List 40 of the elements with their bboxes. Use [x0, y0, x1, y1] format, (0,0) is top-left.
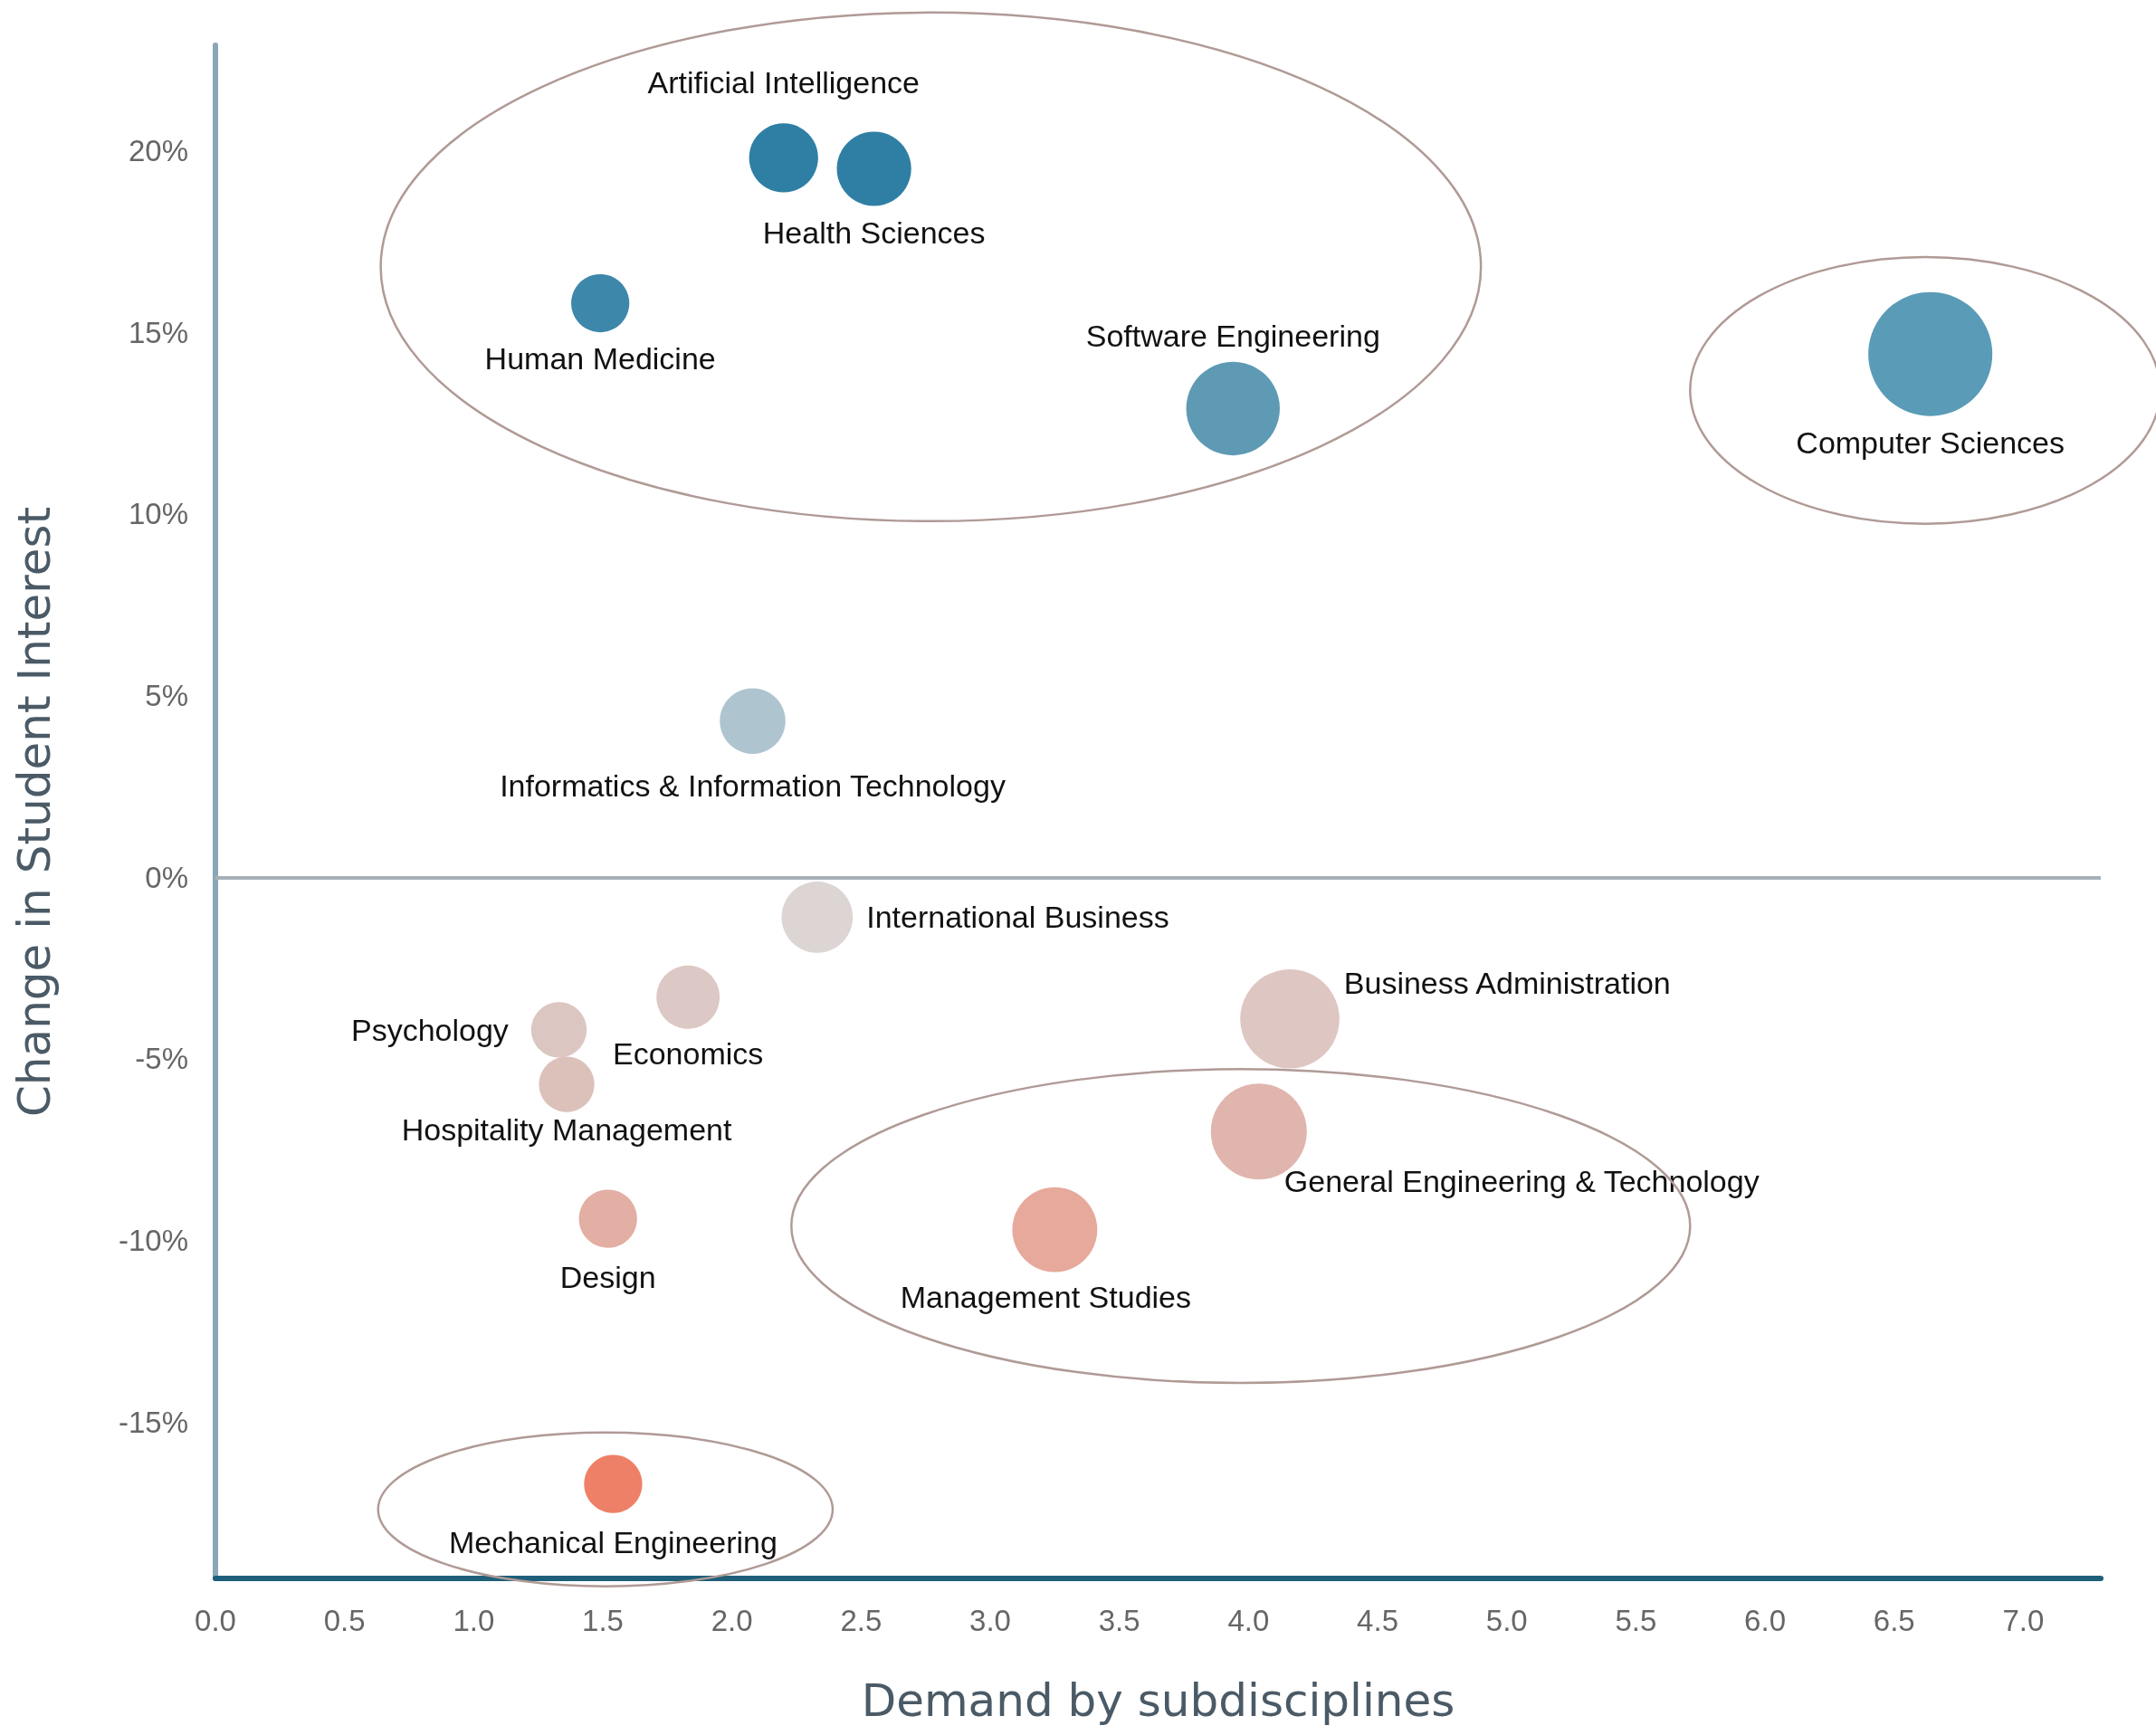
- series-label: Software Engineering: [1085, 318, 1380, 353]
- y-tick-label: 20%: [128, 133, 188, 167]
- x-tick-label: 0.0: [195, 1604, 236, 1637]
- y-tick-label: -15%: [118, 1405, 188, 1439]
- x-tick-label: 4.5: [1357, 1604, 1398, 1637]
- series-label: Mechanical Engineering: [448, 1524, 777, 1559]
- series-label: Computer Sciences: [1796, 424, 2065, 460]
- x-tick-label: 6.0: [1744, 1604, 1786, 1637]
- series-label: Informatics & Information Technology: [500, 767, 1006, 803]
- y-tick-label: 5%: [145, 679, 188, 713]
- x-tick-label: 3.5: [1098, 1604, 1140, 1637]
- x-tick-label: 3.0: [969, 1604, 1011, 1637]
- x-tick-label: 6.5: [1873, 1604, 1915, 1637]
- x-tick-label: 7.0: [2002, 1604, 2045, 1637]
- x-tick-label: 0.5: [323, 1604, 366, 1637]
- series-label: Management Studies: [900, 1279, 1192, 1314]
- x-tick-label: 2.5: [840, 1604, 882, 1637]
- series-label: Economics: [613, 1035, 764, 1071]
- x-tick-label: 5.0: [1485, 1604, 1528, 1637]
- y-tick-label: 15%: [128, 315, 188, 349]
- y-tick-label: -10%: [118, 1224, 188, 1258]
- series-label: General Engineering & Technology: [1283, 1164, 1760, 1199]
- x-tick-label: 2.0: [711, 1604, 753, 1637]
- series-label: Business Administration: [1343, 965, 1671, 1000]
- y-axis-title: Change in Student Interest: [8, 506, 61, 1118]
- series-label: International Business: [866, 900, 1169, 935]
- series-label: Human Medicine: [484, 341, 716, 377]
- x-tick-label: 1.5: [582, 1604, 624, 1637]
- series-label: Hospitality Management: [401, 1111, 732, 1147]
- series-label: Psychology: [351, 1012, 509, 1047]
- x-tick-label: 4.0: [1227, 1604, 1270, 1637]
- y-tick-label: 10%: [128, 497, 188, 531]
- series-label: Artificial Intelligence: [647, 65, 920, 100]
- x-axis-title: Demand by subdisciplines: [861, 1674, 1455, 1727]
- y-tick-label: -5%: [135, 1042, 188, 1076]
- y-tick-label: 0%: [145, 860, 188, 894]
- x-tick-label: 1.0: [453, 1604, 495, 1637]
- x-tick-label: 5.5: [1615, 1604, 1657, 1637]
- series-label: Design: [559, 1259, 656, 1294]
- series-label: Health Sciences: [762, 214, 986, 250]
